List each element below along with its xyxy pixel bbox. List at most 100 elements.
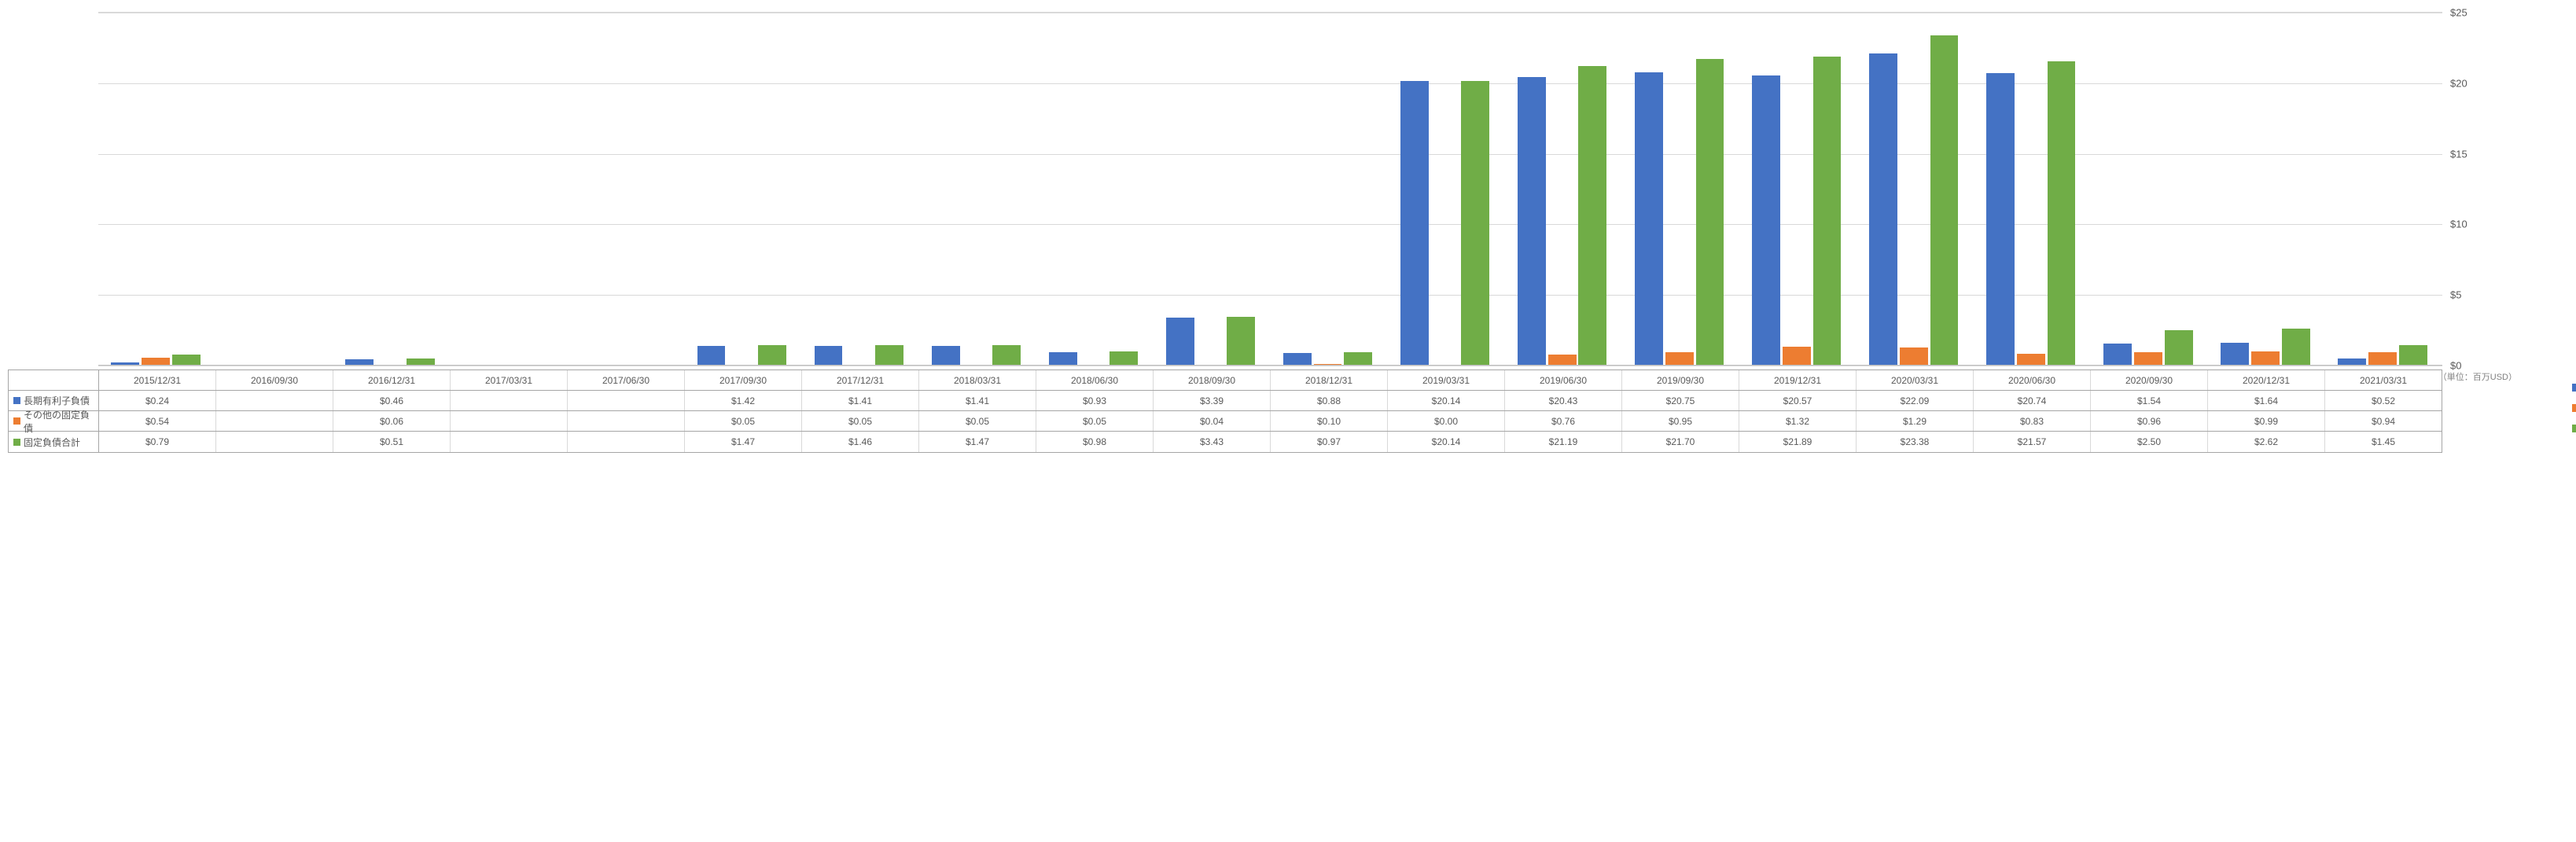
table-cell: $1.64 (2208, 391, 2325, 410)
table-cell: $1.41 (919, 391, 1036, 410)
legend-item: 長期有利子負債 (2572, 377, 2576, 398)
legend-swatch (2572, 404, 2576, 412)
table-cell: $0.93 (1036, 391, 1154, 410)
table-cell: $0.05 (1036, 411, 1154, 431)
table-cell: $0.96 (2091, 411, 2208, 431)
bar (1900, 347, 1928, 366)
bar (2399, 345, 2427, 366)
table-cell: $1.47 (685, 432, 802, 452)
table-corner (9, 370, 99, 390)
table-cell: $0.98 (1036, 432, 1154, 452)
table-cell: $0.10 (1271, 411, 1388, 431)
table-cell: $20.14 (1388, 391, 1505, 410)
bar-group (215, 13, 333, 366)
table-cell: $20.57 (1739, 391, 1857, 410)
bar (172, 355, 201, 366)
bar-group (1388, 13, 1505, 366)
table-cell: $20.74 (1974, 391, 2091, 410)
bar-group (450, 13, 567, 366)
bar-group (333, 13, 450, 366)
legend-item: 固定負債合計 (2572, 418, 2576, 439)
table-cell: $21.57 (1974, 432, 2091, 452)
bar-group (2208, 13, 2325, 366)
table-row: 固定負債合計$0.79$0.51$1.47$1.46$1.47$0.98$3.4… (9, 432, 2442, 452)
table-cell (451, 411, 568, 431)
table-cell: $21.70 (1622, 432, 1739, 452)
bar-group (1974, 13, 2091, 366)
table-cell: $3.39 (1154, 391, 1271, 410)
table-cell: $23.38 (1857, 432, 1974, 452)
table-cell: $2.62 (2208, 432, 2325, 452)
legend-swatch (2572, 425, 2576, 432)
table-header-cell: 2017/12/31 (802, 370, 919, 390)
table-cell: $0.95 (1622, 411, 1739, 431)
table-row-header: 固定負債合計 (9, 432, 99, 452)
table-cell: $1.45 (2325, 432, 2442, 452)
chart-container: $0$5$10$15$20$25 （単位：百万USD） 長期有利子負債その他の固… (8, 8, 2568, 834)
bar-group (2325, 13, 2442, 366)
bar (1400, 81, 1429, 366)
y-tick-label: $5 (2450, 289, 2486, 301)
table-cell: $0.99 (2208, 411, 2325, 431)
bar (1283, 353, 1312, 366)
bar (1578, 66, 1606, 366)
bar (2103, 344, 2132, 366)
table-cell (451, 432, 568, 452)
bar (1110, 351, 1138, 366)
bar-group (1857, 13, 1974, 366)
table-cell: $0.76 (1505, 411, 1622, 431)
table-cell: $1.47 (919, 432, 1036, 452)
table-header-cell: 2019/12/31 (1739, 370, 1857, 390)
bar (1461, 81, 1489, 366)
bar (932, 346, 960, 366)
data-table: 2015/12/312016/09/302016/12/312017/03/31… (8, 370, 2442, 453)
table-cell: $2.50 (2091, 432, 2208, 452)
table-header-cell: 2018/03/31 (919, 370, 1036, 390)
bar (697, 346, 726, 366)
bar-group (1739, 13, 1857, 366)
table-header-cell: 2020/06/30 (1974, 370, 2091, 390)
bar (1696, 59, 1724, 366)
bar-group (1505, 13, 1622, 366)
row-label: 長期有利子負債 (24, 394, 90, 407)
bar (2251, 351, 2280, 366)
bar (875, 345, 903, 366)
bar (2134, 352, 2162, 366)
table-cell: $1.41 (802, 391, 919, 410)
bar (1869, 53, 1897, 366)
table-header-cell: 2016/12/31 (333, 370, 451, 390)
table-cell: $20.75 (1622, 391, 1739, 410)
y-tick-label: $10 (2450, 219, 2486, 230)
bar (1665, 352, 1694, 366)
table-cell (451, 391, 568, 410)
table-cell: $1.32 (1739, 411, 1857, 431)
table-header-cell: 2019/03/31 (1388, 370, 1505, 390)
y-tick-label: $20 (2450, 77, 2486, 89)
table-cell: $22.09 (1857, 391, 1974, 410)
table-cell: $0.94 (2325, 411, 2442, 431)
bar (758, 345, 786, 366)
table-cell: $21.89 (1739, 432, 1857, 452)
bar (1752, 75, 1780, 366)
table-cell: $1.46 (802, 432, 919, 452)
legend: 長期有利子負債その他の固定負債固定負債合計 (2572, 377, 2576, 439)
bar (1227, 317, 1255, 366)
bar (2368, 352, 2397, 366)
bar (1635, 72, 1663, 366)
table-header-cell: 2018/12/31 (1271, 370, 1388, 390)
table-cell: $0.51 (333, 432, 451, 452)
row-swatch (13, 439, 20, 446)
table-cell: $0.83 (1974, 411, 2091, 431)
table-header-row: 2015/12/312016/09/302016/12/312017/03/31… (9, 370, 2442, 391)
table-header-cell: 2019/09/30 (1622, 370, 1739, 390)
table-header-cell: 2017/09/30 (685, 370, 802, 390)
bar-group (1271, 13, 1388, 366)
row-swatch (13, 397, 20, 404)
bar-group (1036, 13, 1153, 366)
bar-group (684, 13, 801, 366)
bar-group (567, 13, 684, 366)
table-cell (216, 391, 333, 410)
table-cell: $0.05 (802, 411, 919, 431)
bar (1049, 352, 1077, 366)
y-tick-label: $15 (2450, 148, 2486, 160)
